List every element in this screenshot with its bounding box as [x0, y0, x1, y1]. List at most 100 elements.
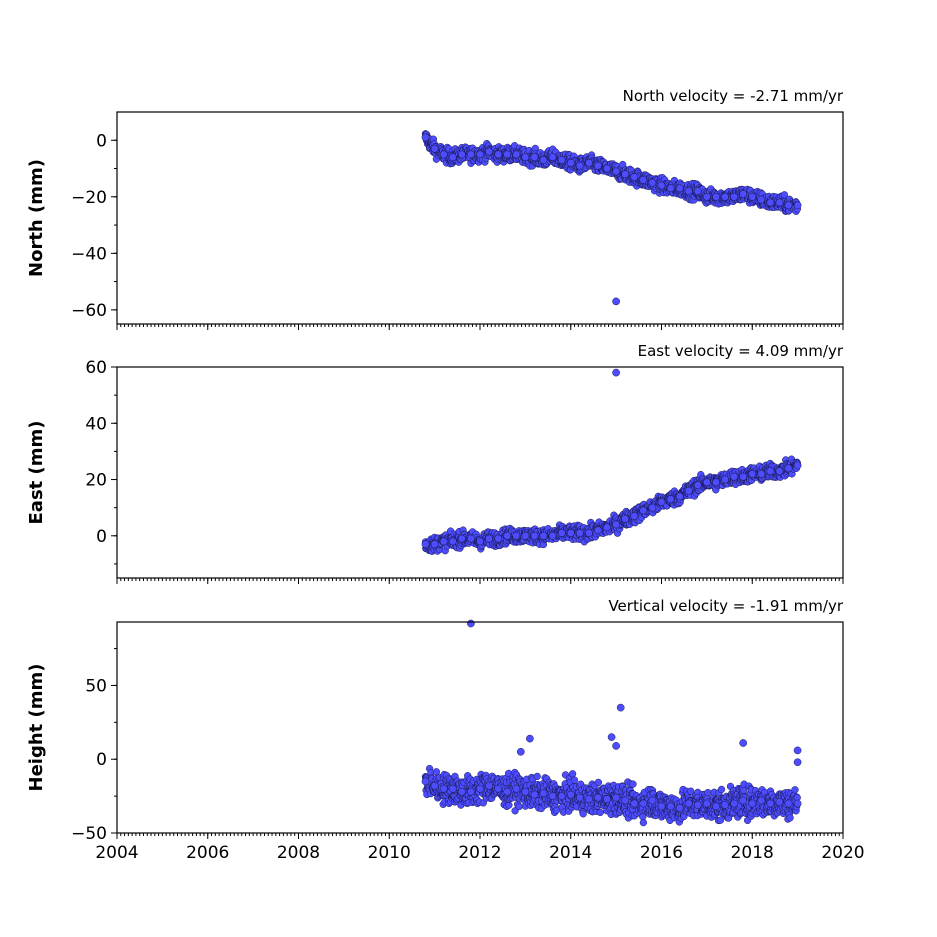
north-title: North velocity = -2.71 mm/yr [623, 87, 844, 105]
height-data-point [784, 799, 793, 808]
height-data-point [793, 746, 802, 755]
east-data-point [421, 540, 430, 549]
east-data-point [448, 537, 457, 546]
east-data-point [748, 470, 757, 478]
north-frame [116, 111, 844, 325]
height-data-point [575, 793, 584, 802]
east-data-point [594, 526, 602, 535]
north-data-point [775, 198, 784, 207]
height-data-point [516, 747, 525, 756]
height-data-point [566, 790, 575, 799]
height-xtick-label: 2014 [549, 843, 592, 863]
height-ytick-label: 0 [96, 750, 107, 770]
east-data-point [557, 529, 566, 537]
north-data-point [421, 133, 430, 142]
north-panel: North velocity = -2.71 mm/yr North (mm) 0 −… [26, 87, 844, 330]
east-data-point [485, 534, 493, 543]
east-data-point [503, 531, 512, 540]
height-data-point [421, 777, 430, 786]
east-data-point [612, 368, 620, 377]
east-data-point [621, 515, 630, 523]
east-data-point [585, 529, 593, 537]
north-data-point [675, 184, 684, 193]
height-point [717, 785, 726, 794]
height-point [594, 778, 603, 787]
north-data-point [557, 156, 566, 164]
height-data-point [585, 795, 593, 803]
height-data-point [766, 799, 775, 808]
height-ytick-label: −50 [71, 824, 107, 844]
north-data-point [721, 192, 729, 201]
north-data-point [766, 198, 775, 207]
height-data-point [675, 804, 684, 812]
height-xtick-label: 2010 [368, 843, 411, 863]
north-data-point [512, 150, 521, 159]
height-data-point [621, 796, 630, 805]
height-data-point [721, 801, 729, 809]
height-data-point [757, 796, 766, 805]
east-data-point [612, 520, 620, 529]
height-data-point [607, 733, 616, 741]
north-data-point [467, 150, 475, 159]
height-data-point [557, 792, 566, 800]
height-ytick-label: 50 [85, 676, 107, 696]
height-data-point [457, 787, 466, 796]
height-point [515, 802, 523, 811]
height-data-point [739, 796, 748, 805]
height-data-point [612, 742, 620, 750]
height-data-point [712, 802, 720, 811]
north-data-point [621, 170, 630, 179]
height-data-point [703, 799, 711, 808]
height-point [629, 780, 637, 788]
east-title: East velocity = 4.09 mm/yr [638, 342, 844, 360]
height-data-point [739, 739, 748, 747]
north-ytick-label: −60 [71, 301, 107, 321]
height-data-point [539, 789, 548, 798]
east-data-point [666, 495, 675, 504]
north-data-point [648, 178, 657, 187]
east-data-point [467, 534, 475, 543]
height-data-point [439, 784, 448, 793]
height-data-point [467, 787, 475, 796]
north-data-point [666, 184, 675, 193]
east-data-point [639, 506, 648, 515]
east-data-point [712, 478, 720, 487]
height-data-point [476, 784, 484, 793]
north-data-point [594, 161, 602, 170]
height-xtick-label: 2006 [186, 843, 229, 863]
east-ytick-label: 40 [85, 414, 107, 434]
east-ytick-label: 0 [96, 527, 107, 547]
height-data-point [594, 793, 602, 802]
east-data-point [530, 531, 539, 540]
east-data-point [775, 467, 784, 475]
height-xtick-label: 2008 [277, 843, 320, 863]
height-point [704, 788, 712, 797]
east-data-point [521, 531, 530, 540]
east-ytick-label: 20 [85, 471, 107, 491]
north-data-point [784, 201, 793, 210]
north-data-point [793, 201, 802, 210]
height-data-point [512, 784, 521, 793]
north-ytick-label: −20 [71, 188, 107, 208]
height-data-point [448, 784, 457, 793]
height-data-point [616, 703, 625, 712]
north-data-point [457, 150, 466, 159]
east-data-point [539, 531, 548, 540]
height-data-point [793, 758, 802, 767]
north-data-point [657, 181, 666, 190]
east-data-point [739, 472, 748, 481]
north-data-point [503, 150, 512, 159]
east-data-point [430, 540, 439, 549]
east-data-point [630, 512, 639, 520]
east-data-point [476, 537, 484, 546]
east-data-point [603, 523, 611, 532]
north-data-point [439, 150, 448, 159]
height-data-point [648, 796, 657, 805]
height-data-point [521, 787, 530, 796]
north-data-point [748, 192, 757, 201]
north-data-point [566, 159, 575, 167]
height-xtick-label: 2016 [640, 843, 683, 863]
height-data-point [793, 799, 802, 808]
height-xtick-label: 2018 [731, 843, 774, 863]
